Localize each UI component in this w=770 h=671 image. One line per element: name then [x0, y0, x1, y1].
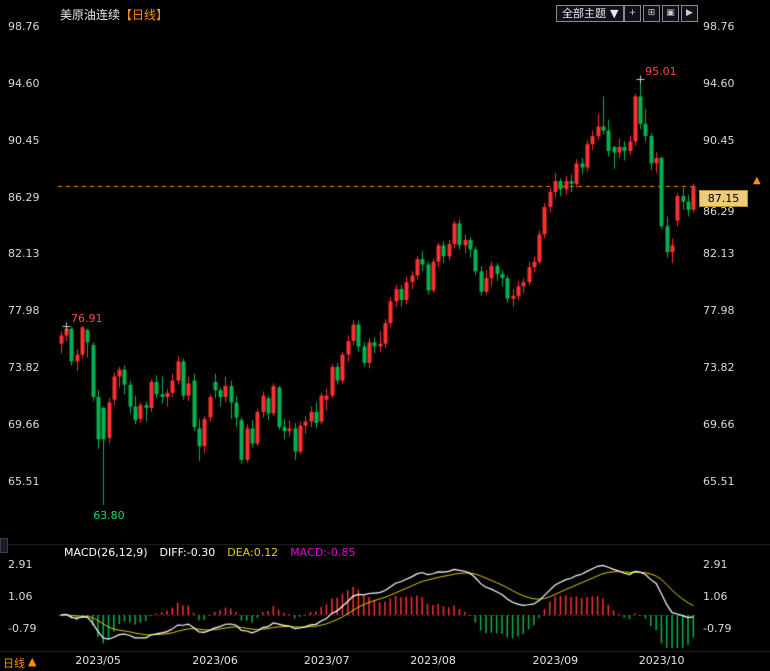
- y-axis-tick-left: 98.76: [8, 20, 40, 34]
- macd-axis-tick-right: 2.91: [703, 557, 728, 571]
- current-price-label: 87.15: [699, 189, 748, 207]
- y-axis-tick-left: 69.66: [8, 417, 40, 431]
- macd-axis-tick-left: -0.79: [8, 621, 37, 635]
- period-selector[interactable]: 日线 ▲: [3, 655, 36, 671]
- y-axis-tick-left: 77.98: [8, 304, 40, 318]
- y-axis-tick-right: 82.13: [703, 247, 735, 261]
- macd-axis-tick-left: 1.06: [8, 589, 33, 603]
- theme-dropdown-label: 全部主题: [562, 7, 606, 20]
- panel-icon: ▣: [666, 8, 675, 18]
- y-axis-tick-left: 90.45: [8, 133, 40, 147]
- macd-axis-tick-right: -0.79: [703, 621, 732, 635]
- macd-axis-tick-right: 1.06: [703, 589, 728, 603]
- macd-axis-tick-left: 2.91: [8, 557, 33, 571]
- page-title: 美原油连续【日线】: [60, 6, 168, 23]
- x-axis-tick: 2023/08: [410, 654, 456, 667]
- y-axis-tick-right: 73.82: [703, 361, 735, 375]
- y-axis-tick-right: 77.98: [703, 304, 735, 318]
- plus-icon: +: [628, 8, 637, 18]
- price-annotation: 95.01: [645, 64, 677, 78]
- x-axis-tick: 2023/07: [303, 654, 350, 667]
- y-axis-tick-left: 94.60: [8, 77, 40, 91]
- price-annotation: 63.80: [93, 508, 125, 522]
- macd-indicator-row: MACD(26,12,9) DIFF:-0.30 DEA:0.12 MACD:-…: [64, 546, 355, 559]
- page-view-button[interactable]: ▣: [662, 5, 679, 22]
- x-axis-tick: 2023/06: [192, 654, 238, 667]
- grid-icon: ⊞: [647, 8, 656, 18]
- y-axis-tick-right: 65.51: [703, 474, 735, 488]
- y-axis-tick-right: 94.60: [703, 77, 735, 91]
- add-button[interactable]: +: [624, 5, 641, 22]
- x-axis-tick: 2023/10: [638, 654, 685, 667]
- y-axis-tick-left: 73.82: [8, 361, 40, 375]
- play-button[interactable]: ▶: [681, 5, 698, 22]
- x-axis-tick: 2023/05: [75, 654, 121, 667]
- y-axis-tick-left: 86.29: [8, 190, 40, 204]
- instrument-name: 美原油连续: [60, 8, 121, 22]
- macd-diff-value: DIFF:-0.30: [159, 546, 216, 559]
- macd-macd-value: MACD:-0.85: [290, 546, 356, 559]
- y-axis-tick-left: 82.13: [8, 247, 40, 261]
- chevron-down-icon: ▼: [610, 7, 619, 20]
- triangle-up-icon: ▲: [28, 655, 37, 668]
- price-annotation: 76.91: [70, 311, 103, 325]
- y-axis-tick-right: 98.76: [703, 20, 735, 34]
- theme-dropdown[interactable]: 全部主题 ▼: [556, 5, 625, 22]
- y-axis-tick-left: 65.51: [8, 474, 40, 488]
- chart-toolbar: + ⊞ ▣ ▶: [624, 5, 698, 22]
- period-selector-label: 日线: [3, 657, 25, 670]
- macd-title: MACD(26,12,9): [64, 546, 148, 559]
- price-marker-icon: ▲: [753, 174, 761, 186]
- macd-dea-value: DEA:0.12: [227, 546, 279, 559]
- x-axis-tick: 2023/09: [532, 654, 579, 667]
- split-grid-button[interactable]: ⊞: [643, 5, 660, 22]
- panel-resize-handle[interactable]: [0, 538, 8, 553]
- play-icon: ▶: [686, 8, 693, 18]
- y-axis-tick-right: 86.29: [703, 204, 735, 218]
- period-tag: 【日线】: [120, 8, 169, 22]
- y-axis-tick-right: 90.45: [703, 133, 735, 147]
- y-axis-tick-right: 69.66: [703, 417, 735, 431]
